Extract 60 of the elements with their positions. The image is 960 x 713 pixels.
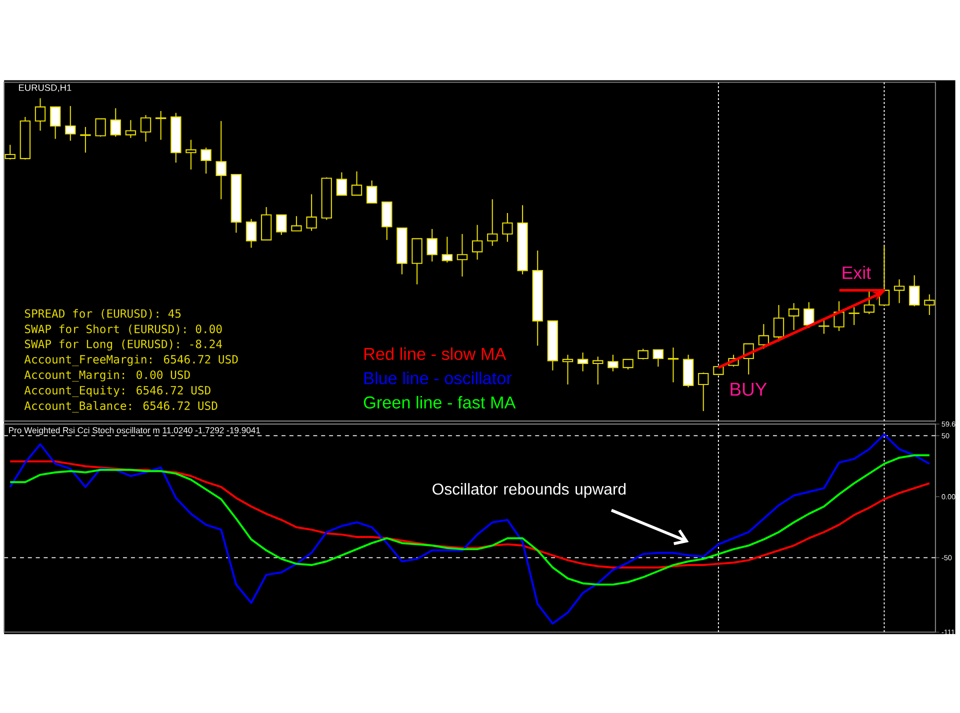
annotation: SWAP for Short (EURUSD): 0.00 xyxy=(24,324,222,334)
candlestick xyxy=(291,215,302,232)
candlestick xyxy=(351,170,362,196)
candlestick xyxy=(276,214,287,236)
chart-title: EURUSD,H1 xyxy=(19,84,72,92)
annotation: SWAP for Long (EURUSD): -8.24 xyxy=(24,339,222,350)
candlestick xyxy=(155,110,166,140)
candlestick xyxy=(909,274,920,307)
candlestick xyxy=(472,224,483,260)
candlestick xyxy=(894,278,905,304)
candlestick xyxy=(788,302,800,330)
annotation: Account_Margin: 0.00 USD xyxy=(24,370,190,382)
candlestick xyxy=(50,106,61,140)
candlestick xyxy=(95,118,106,138)
candlestick xyxy=(65,105,76,142)
candlestick xyxy=(562,354,574,385)
candlestick xyxy=(502,212,513,242)
candlestick xyxy=(758,323,770,350)
candlestick xyxy=(4,144,16,160)
text: Blue line - oscillator xyxy=(364,371,512,384)
candlestick xyxy=(487,198,498,246)
candlestick xyxy=(442,236,453,263)
annotation: Exit xyxy=(842,266,871,279)
chart-title: Pro Weighted Rsi Cci Stoch oscillator m 11.0240 -1.7292 -19.9041 xyxy=(9,426,260,435)
text: Green line - fast MA xyxy=(364,396,516,408)
candlestick xyxy=(34,97,46,132)
candlestick xyxy=(848,306,860,326)
candlestick xyxy=(773,304,784,342)
candlestick xyxy=(804,301,814,328)
candlestick xyxy=(608,354,618,372)
candlestick xyxy=(592,356,604,385)
candlestick xyxy=(186,139,196,170)
annotation: Oscillator rebounds upward xyxy=(432,482,626,498)
candlestick xyxy=(652,349,664,367)
annotation: Account_Balance: 6546.72 USD xyxy=(24,400,218,412)
candlestick xyxy=(698,372,709,412)
candlestick xyxy=(125,119,136,138)
candlestick xyxy=(336,172,348,196)
candlestick xyxy=(668,346,679,383)
candlestick xyxy=(246,218,257,248)
candlestick xyxy=(456,233,468,277)
annotation: Account_Equity: 6546.72 USD xyxy=(24,386,210,397)
candlestick xyxy=(110,107,121,138)
candlestick xyxy=(577,352,588,372)
candlestick xyxy=(818,319,830,334)
candlestick xyxy=(216,120,226,200)
candlestick xyxy=(426,228,438,262)
candlestick xyxy=(306,194,317,232)
candlestick xyxy=(924,294,935,316)
annotation: Account_FreeMargin: 6546.72 USD xyxy=(24,354,238,366)
candlestick xyxy=(834,300,844,332)
annotation: SPREAD for (EURUSD): 45 xyxy=(24,308,181,319)
text: Red line - slow MA xyxy=(364,347,506,360)
candlestick xyxy=(80,126,91,153)
candlestick xyxy=(638,348,648,360)
candlestick xyxy=(366,180,378,204)
candlestick xyxy=(622,358,634,370)
candlestick xyxy=(140,114,152,142)
candlestick xyxy=(200,146,212,174)
annotation: BUY xyxy=(730,382,767,396)
